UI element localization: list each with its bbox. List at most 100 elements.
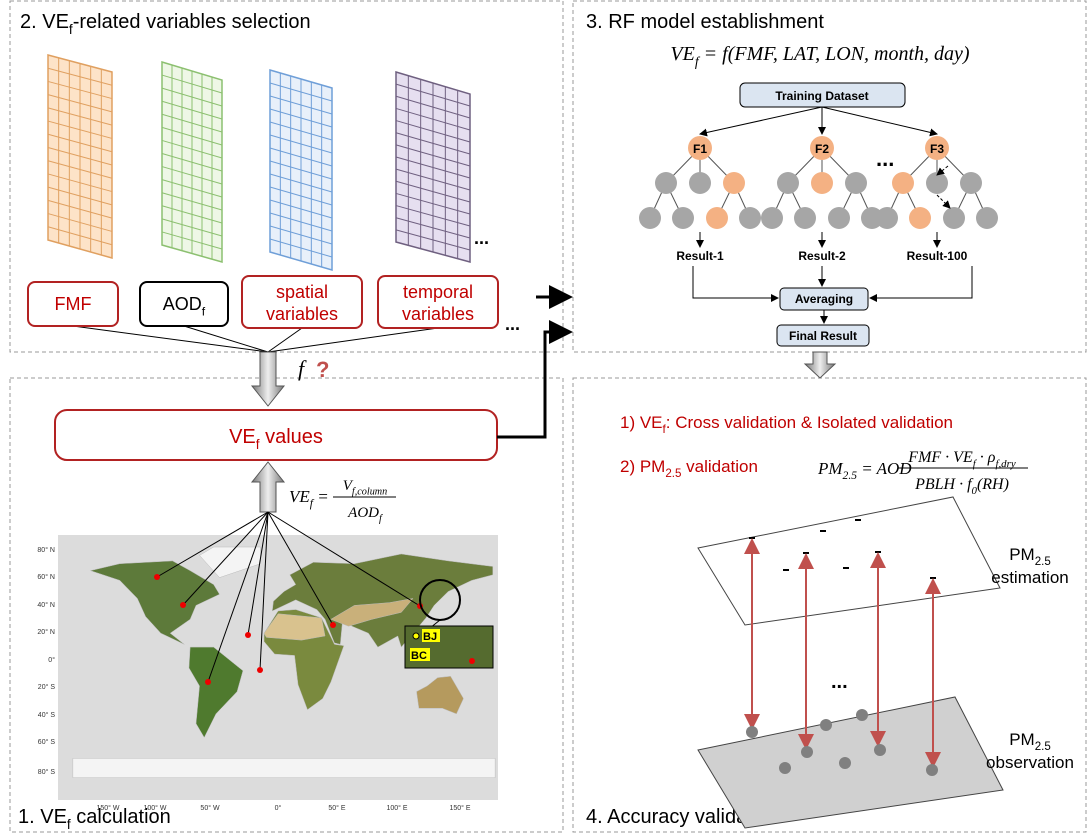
- site-link: [267, 511, 334, 626]
- grid-cell-line: [269, 108, 333, 128]
- grid-cell-line: [269, 199, 333, 219]
- text-part: 2.5: [1035, 741, 1051, 753]
- tree-node: [876, 207, 898, 229]
- lat-label: 20° S: [38, 683, 56, 691]
- text-part: 2) PM: [620, 457, 665, 476]
- grid-cell-line: [395, 95, 471, 119]
- grid-cell-line: [269, 186, 333, 206]
- variable-label: spatial: [276, 282, 328, 302]
- grid-cell-line: [395, 180, 471, 203]
- averaging-label: Averaging: [795, 292, 853, 306]
- text-part: variables: [266, 304, 338, 324]
- tree-root: [810, 136, 834, 160]
- tree-node: [655, 172, 677, 194]
- link: [72, 325, 269, 353]
- tree-node: [926, 172, 948, 194]
- tree-node: [761, 207, 783, 229]
- formula: Vf,column: [343, 478, 388, 498]
- grid-cell-line: [47, 173, 113, 193]
- panel-frame: [9, 377, 564, 833]
- tree-node: [794, 207, 816, 229]
- plane-label: PM2.5: [1009, 545, 1051, 568]
- text-part: f: [310, 497, 315, 510]
- lat-label: 40° S: [38, 711, 56, 719]
- grid-cell-line: [47, 213, 113, 232]
- variable-box: [27, 281, 119, 327]
- text-part: = f(FMF, LAT, LON, month, day): [699, 43, 970, 65]
- tree-node: [845, 172, 867, 194]
- site-point: [154, 574, 160, 580]
- ellipsis: ...: [876, 146, 894, 171]
- world-map: [72, 511, 496, 779]
- text-part: 2.5: [665, 468, 681, 480]
- grid-cell-line: [47, 80, 113, 100]
- text-part: spatial: [276, 282, 328, 302]
- text-part: f: [202, 304, 206, 318]
- tree-node: [706, 207, 728, 229]
- grid-cell-line: [161, 192, 223, 211]
- estimation-marks: [783, 519, 861, 571]
- site-tag: [410, 648, 430, 661]
- site-tag: [422, 629, 440, 642]
- grid-cell-line: [161, 139, 223, 159]
- grid-cell-line: [47, 133, 113, 153]
- text-part: PM: [1009, 730, 1035, 749]
- result-label: Result-2: [798, 249, 846, 263]
- lat-label: 0°: [48, 656, 55, 664]
- continent: [188, 646, 244, 738]
- flow-arrow: [250, 461, 286, 513]
- values-label: VEf values: [229, 426, 323, 452]
- formula: VEf =: [289, 487, 329, 510]
- lon-label: 100° W: [143, 804, 166, 812]
- text-part: observation: [986, 753, 1074, 772]
- lat-label: 60° N: [37, 573, 55, 581]
- grid-cell-line: [395, 144, 471, 167]
- grid-cell-line: [269, 160, 333, 180]
- desert: [263, 613, 326, 641]
- grid-cell-line: [47, 147, 113, 166]
- tree-label: F1: [693, 142, 707, 156]
- text-part: variables: [402, 304, 474, 324]
- tree-node: [811, 172, 833, 194]
- validation-pairs: [744, 537, 941, 776]
- continent: [271, 553, 494, 648]
- site-link: [156, 511, 269, 578]
- variable-links: [72, 325, 439, 353]
- site-point: [205, 679, 211, 685]
- final-box: [776, 324, 870, 347]
- link: [267, 327, 439, 353]
- plane-label: observation: [986, 753, 1074, 772]
- validation-item: 1) VEf: Cross validation & Isolated vali…: [620, 413, 953, 436]
- text-part: f: [379, 514, 383, 525]
- formula: VEf = f(FMF, LAT, LON, month, day): [670, 43, 969, 69]
- tree-node: [909, 207, 931, 229]
- variable-label: temporal: [403, 282, 473, 302]
- panel-title: 1. VEf calculation: [18, 806, 171, 832]
- text-part: FMF: [55, 294, 92, 314]
- grid-cell-line: [395, 205, 471, 227]
- text-part: -related variables selection: [73, 11, 311, 33]
- lon-label: 0°: [275, 804, 282, 812]
- grid-cell-line: [161, 179, 223, 198]
- flow-arrow: [692, 266, 779, 302]
- variable-label: FMF: [55, 294, 92, 314]
- training-label: Training Dataset: [775, 89, 868, 103]
- grid-cell-line: [395, 192, 471, 215]
- site-point: [257, 667, 263, 673]
- text-part: estimation: [991, 568, 1068, 587]
- grid-cell-line: [269, 212, 333, 232]
- text-part: AOD: [347, 505, 379, 521]
- plane-label: estimation: [991, 568, 1068, 587]
- text-part: f: [67, 817, 71, 832]
- text-part: validation: [681, 457, 758, 476]
- observation: [839, 757, 851, 769]
- site-link: [207, 511, 269, 683]
- tree-node: [976, 207, 998, 229]
- grid-cell-line: [269, 95, 333, 115]
- text-part: AOD: [163, 294, 202, 314]
- tree-node: [639, 207, 661, 229]
- text-part: f: [973, 458, 978, 470]
- grid-cell-line: [161, 166, 223, 185]
- text-part: f: [69, 22, 73, 37]
- site-link: [247, 511, 269, 636]
